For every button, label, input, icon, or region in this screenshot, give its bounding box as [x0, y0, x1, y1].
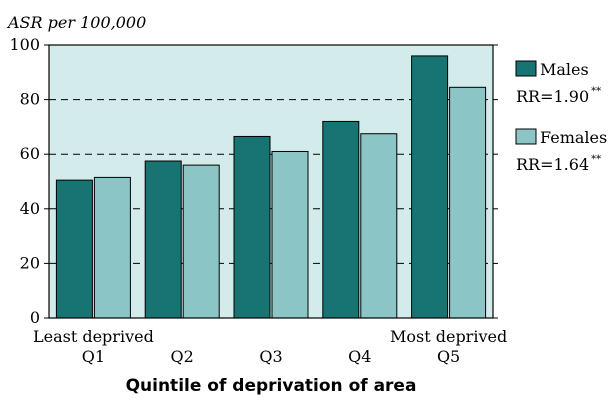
bar-males-q2 — [144, 160, 182, 319]
bar-females-q1 — [93, 176, 131, 319]
x-tick-label: Q3 — [259, 347, 282, 366]
bar-females-q2 — [182, 164, 220, 319]
bar-males-q4 — [322, 120, 360, 319]
bar-females-q5 — [449, 86, 487, 319]
legend-rr-females: RR=1.64 — [516, 155, 589, 174]
plot-frame — [48, 44, 494, 319]
bar-males-q1 — [55, 179, 93, 319]
x-tick-label: Q4 — [348, 347, 371, 366]
y-tick-label: 20 — [20, 253, 40, 272]
legend-rr-significance: ** — [591, 86, 601, 97]
bar-males-q5 — [411, 55, 449, 319]
x-axis-title: Quintile of deprivation of area — [126, 376, 417, 396]
x-tick-label: Q5 — [437, 347, 460, 366]
legend-swatch-males — [515, 60, 537, 77]
x-tick-labels: Q1 Q2 Q3 Q4 Q5 — [82, 347, 460, 366]
legend-label-males: Males — [540, 60, 589, 79]
y-tick-label: 80 — [20, 90, 40, 109]
y-tick-label: 60 — [20, 144, 40, 163]
legend-label-females: Females — [540, 128, 607, 147]
bar-males-q3 — [233, 135, 271, 319]
y-ticks: 0 20 40 60 80 100 — [9, 35, 498, 327]
bar-females-q4 — [360, 133, 398, 319]
legend-rr-significance: ** — [591, 154, 601, 165]
annotation-most-deprived: Most deprived — [390, 327, 507, 346]
y-tick-label: 100 — [9, 35, 40, 54]
y-tick-label: 40 — [20, 199, 40, 218]
y-tick-label: 0 — [30, 308, 40, 327]
bar-females-q3 — [271, 150, 309, 319]
annotation-least-deprived: Least deprived — [33, 327, 154, 346]
y-axis-label: ASR per 100,000 — [6, 13, 146, 32]
legend-rr-males: RR=1.90 — [516, 87, 589, 106]
legend-swatch-females — [515, 128, 537, 145]
x-tick-label: Q2 — [171, 347, 194, 366]
x-tick-label: Q1 — [82, 347, 105, 366]
